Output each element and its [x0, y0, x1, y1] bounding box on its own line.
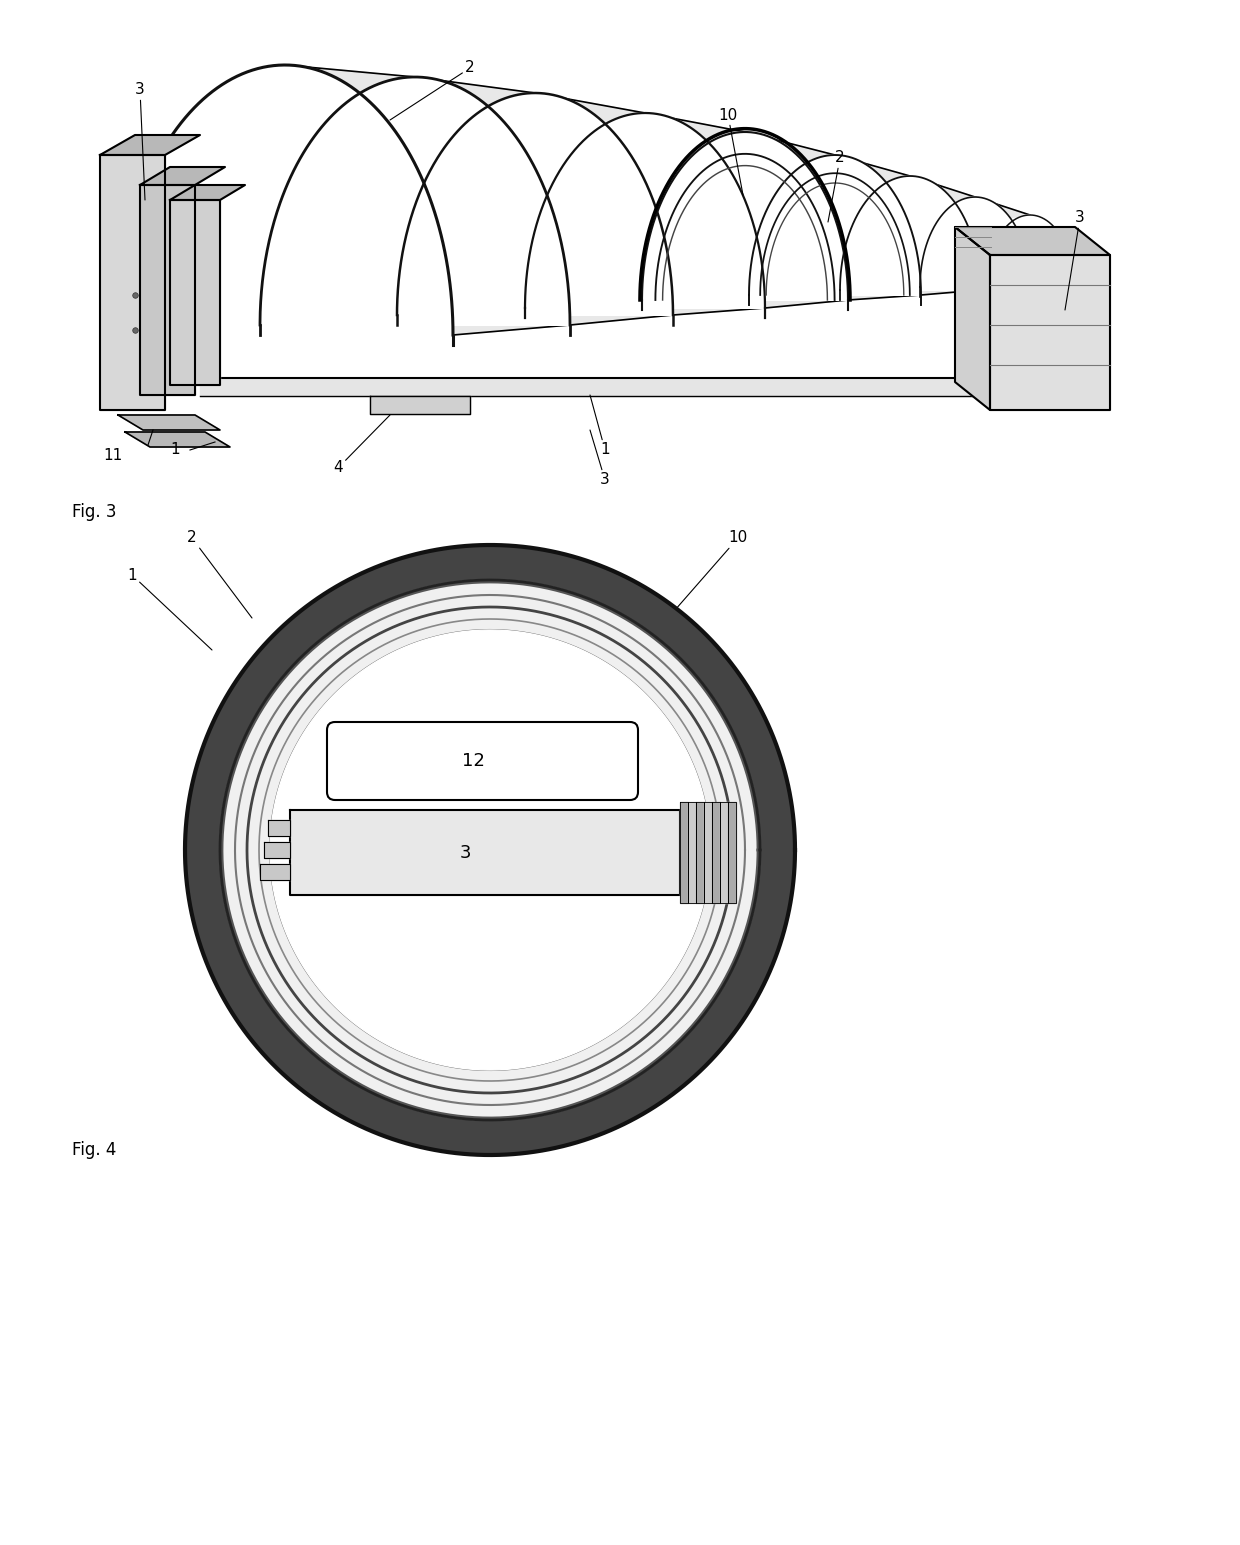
Polygon shape — [140, 185, 195, 396]
Polygon shape — [839, 176, 980, 290]
Text: 11: 11 — [103, 448, 123, 462]
Text: 10: 10 — [675, 530, 748, 610]
Text: 10: 10 — [718, 108, 743, 195]
Polygon shape — [696, 802, 704, 902]
Polygon shape — [688, 802, 696, 902]
Polygon shape — [118, 416, 219, 430]
Polygon shape — [219, 579, 760, 1120]
Polygon shape — [140, 167, 224, 185]
Text: 3: 3 — [590, 430, 610, 488]
Polygon shape — [712, 802, 720, 902]
Polygon shape — [270, 630, 711, 1071]
Text: 3: 3 — [1065, 210, 1085, 311]
Polygon shape — [955, 227, 1110, 255]
Polygon shape — [525, 113, 765, 307]
Text: 2: 2 — [391, 60, 475, 121]
Polygon shape — [260, 77, 570, 324]
Polygon shape — [100, 154, 165, 409]
FancyBboxPatch shape — [327, 722, 639, 800]
Text: 1: 1 — [590, 396, 610, 457]
Text: 3: 3 — [460, 844, 471, 862]
Polygon shape — [117, 65, 453, 335]
Polygon shape — [125, 433, 229, 447]
Polygon shape — [749, 154, 921, 295]
Polygon shape — [268, 820, 290, 836]
Polygon shape — [117, 65, 1073, 335]
Polygon shape — [920, 198, 1030, 287]
Polygon shape — [990, 255, 1110, 409]
Text: 1: 1 — [170, 442, 180, 457]
Polygon shape — [720, 802, 728, 902]
Text: 2: 2 — [828, 150, 844, 222]
Polygon shape — [955, 227, 990, 409]
Polygon shape — [290, 810, 680, 895]
Polygon shape — [222, 582, 758, 1119]
Polygon shape — [370, 396, 470, 414]
Text: 2: 2 — [187, 530, 252, 618]
Polygon shape — [200, 379, 1078, 396]
Text: Fig. 3: Fig. 3 — [72, 504, 117, 521]
Polygon shape — [270, 630, 711, 1071]
Polygon shape — [728, 802, 737, 902]
Polygon shape — [170, 199, 219, 385]
Text: 1: 1 — [128, 567, 212, 650]
Polygon shape — [642, 131, 848, 300]
Polygon shape — [170, 185, 246, 199]
Text: 3: 3 — [135, 82, 145, 199]
Polygon shape — [100, 134, 200, 154]
Polygon shape — [264, 842, 290, 857]
Polygon shape — [260, 864, 290, 881]
Text: 11: 11 — [630, 935, 708, 1018]
Polygon shape — [397, 93, 673, 315]
Text: 12: 12 — [463, 752, 485, 769]
Polygon shape — [987, 215, 1073, 284]
Polygon shape — [680, 802, 688, 902]
Polygon shape — [185, 545, 795, 1156]
Text: 4: 4 — [334, 416, 391, 476]
Text: Fig. 4: Fig. 4 — [72, 1142, 117, 1159]
Polygon shape — [704, 802, 712, 902]
